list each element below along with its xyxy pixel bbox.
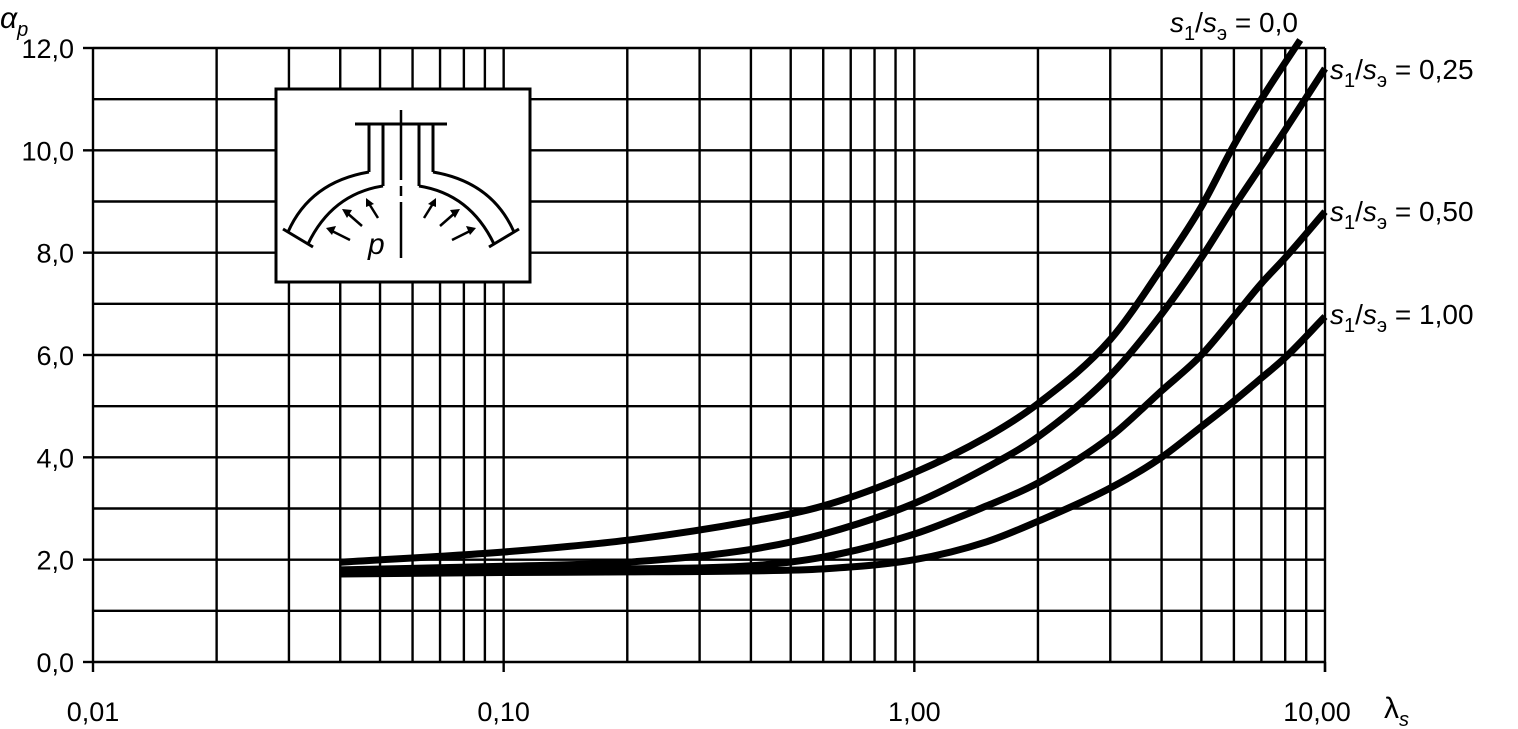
series-label-1: s1/sэ = 0,0 [1170,7,1298,45]
diagram-shell-edge [488,227,520,249]
y-tick-label: 2,0 [36,546,74,576]
series-label-2: s1/sэ = 0,25 [1330,54,1474,92]
x-tick-label: 10,00 [1283,697,1351,727]
pressure-arrowheads [326,198,476,235]
series-label-3: s1/sэ = 0,50 [1330,196,1474,234]
diagram-shell-inner [306,184,496,245]
x-tick-label: 1,00 [888,697,941,727]
series-label-4: s1/sэ = 1,00 [1330,299,1474,337]
tick-labels: 0,0 2,0 4,0 6,0 8,0 10,0 12,0 0,01 0,10 1,00 10,00 [21,34,1350,727]
y-tick-label: 0,0 [36,648,74,678]
series-line-4 [340,314,1328,578]
grid [83,46,1327,672]
diagram-shell-outer [286,170,516,233]
diagram-shell-edge [282,227,314,249]
x-tick-label: 0,10 [477,697,530,727]
curves [339,38,1328,578]
y-tick-label: 8,0 [36,239,74,269]
y-tick-label: 4,0 [36,443,74,473]
series-line-1 [339,38,1304,566]
x-axis-label: λs [1384,692,1409,729]
series-labels: s1/sэ = 0,0 s1/sэ = 0,25 s1/sэ = 0,50 s1/sэ… [1170,7,1474,337]
x-tick-label: 0,01 [67,697,120,727]
series-line-2 [340,66,1328,574]
pressure-label: p [367,228,385,261]
y-axis-label: αp [0,2,28,41]
nozzle-diagram: p [274,87,532,284]
y-tick-label: 12,0 [21,34,74,64]
y-tick-label: 10,0 [21,136,74,166]
y-tick-label: 6,0 [36,341,74,371]
